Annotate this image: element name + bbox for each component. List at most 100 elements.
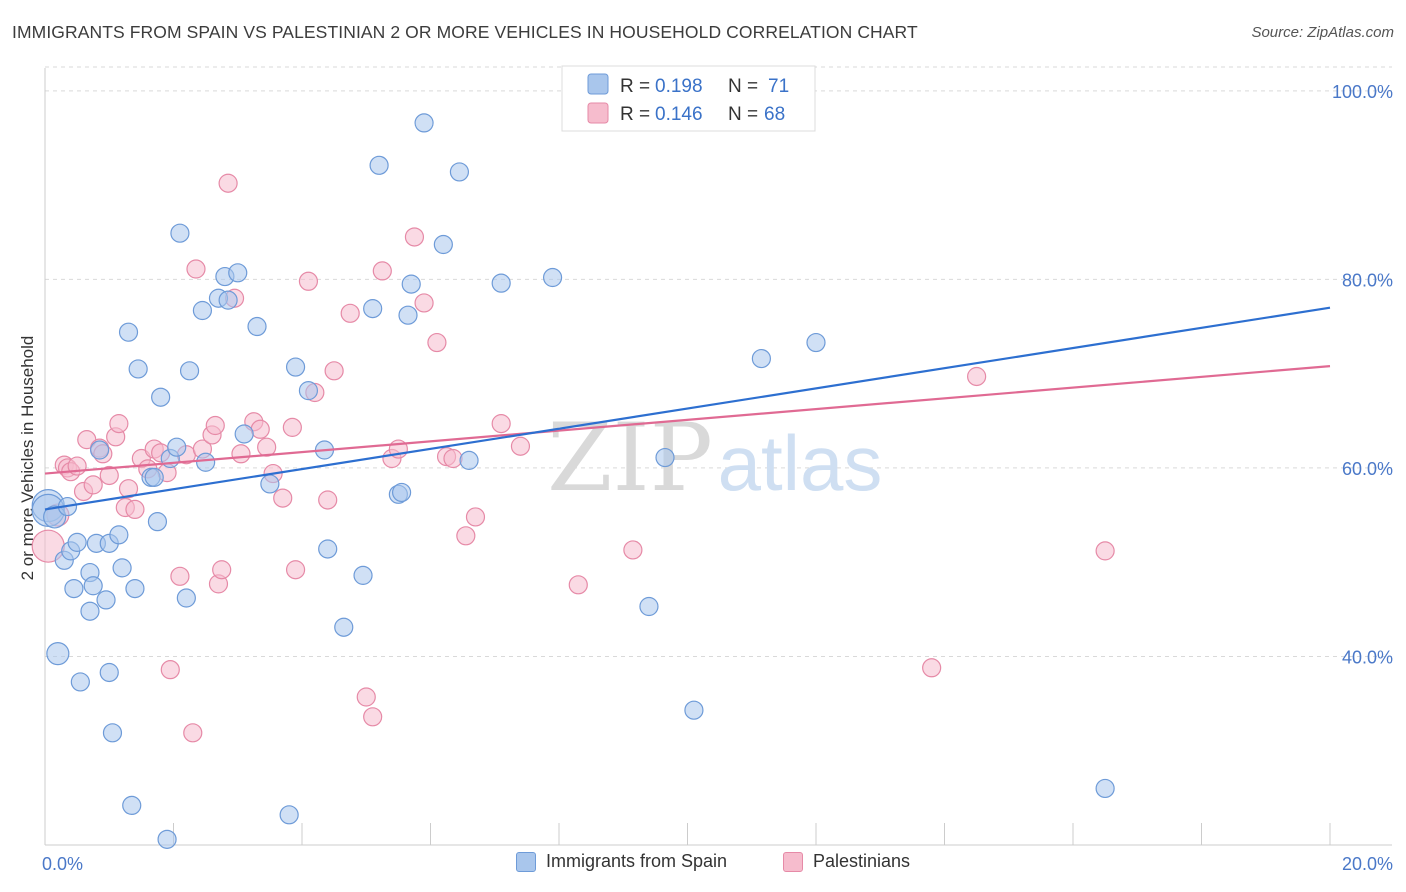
- spain-point-8: [67, 532, 87, 552]
- y-tick-label-3: 100.0%: [1332, 82, 1393, 102]
- spain-point-70: [1095, 778, 1115, 799]
- watermark-atlas: atlas: [718, 419, 883, 507]
- palestinians-point-42: [298, 271, 319, 291]
- spain-point-51: [363, 299, 383, 319]
- spain-point-19: [109, 525, 129, 545]
- spain-point-11: [80, 601, 100, 621]
- spain-point-34: [179, 361, 200, 381]
- palestinians-point-52: [404, 227, 425, 247]
- palestinians-point-36: [250, 419, 270, 439]
- spain-point-9: [70, 672, 90, 692]
- palestinians-point-48: [363, 707, 383, 727]
- palestinians-point-25: [183, 723, 203, 743]
- bottom-legend-swatch-palestinians: [783, 851, 803, 872]
- spain-point-55: [398, 305, 418, 325]
- spain-point-16: [99, 662, 119, 683]
- x-tick-label-1: 20.0%: [1342, 854, 1393, 874]
- palestinians-point-13: [109, 414, 129, 434]
- palestinians-point-40: [282, 417, 302, 437]
- spain-point-33: [176, 588, 196, 608]
- legend-swatch-palestinians: [587, 102, 609, 124]
- palestinians-point-60: [510, 436, 531, 456]
- spain-point-42: [247, 316, 267, 337]
- spain-point-45: [285, 357, 306, 377]
- spain-point-52: [369, 155, 389, 175]
- spain-point-40: [228, 263, 248, 283]
- palestinians-point-8: [83, 475, 103, 495]
- spain-point-22: [122, 795, 142, 816]
- spain-point-46: [298, 381, 319, 401]
- spain-point-50: [353, 565, 373, 585]
- palestinians-point-45: [324, 361, 344, 381]
- spain-point-31: [167, 437, 187, 457]
- watermark: ZIP atlas: [547, 404, 882, 513]
- palestinians-point-61: [568, 575, 588, 595]
- spain-point-27: [147, 512, 168, 532]
- spain-point-32: [170, 223, 190, 243]
- spain-point-62: [542, 267, 563, 288]
- bottom-legend-label-palestinians: Palestinians: [813, 851, 911, 871]
- spain-point-18: [102, 723, 123, 743]
- spain-point-7: [64, 578, 84, 599]
- palestinians-point-62: [623, 540, 643, 560]
- palestinians-point-54: [427, 332, 447, 353]
- spain-point-69: [806, 332, 826, 353]
- legend-r-value-1: 0.198: [655, 76, 703, 97]
- spain-point-35: [192, 300, 213, 321]
- spain-point-57: [414, 113, 434, 133]
- palestinians-point-65: [922, 658, 942, 678]
- palestinians-point-53: [414, 293, 434, 313]
- spain-point-43: [260, 474, 280, 494]
- grid-lines: [45, 66, 1392, 657]
- spain-point-49: [334, 617, 354, 637]
- legend-r-value-2: 0.146: [655, 104, 703, 125]
- spain-point-56: [401, 274, 421, 294]
- spain-point-66: [655, 447, 675, 468]
- palestinians-point-67: [1095, 541, 1115, 561]
- spain-point-23: [125, 578, 145, 599]
- spain-point-68: [751, 348, 771, 369]
- chart-title: IMMIGRANTS FROM SPAIN VS PALESTINIAN 2 O…: [12, 22, 918, 42]
- spain-point-29: [157, 829, 177, 849]
- x-tick-label-0: 0.0%: [42, 854, 83, 874]
- source-credit: Source: ZipAtlas.com: [1251, 24, 1394, 41]
- bottom-legend-spain: Immigrants from Spain: [516, 851, 727, 872]
- spain-point-3: [46, 642, 70, 666]
- legend-n-label-2: N =: [728, 104, 758, 125]
- palestinians-point-49: [372, 261, 392, 281]
- legend-n-value-1: 71: [768, 76, 789, 97]
- palestinians-point-11: [99, 465, 119, 486]
- series-spain-points: [31, 67, 1115, 849]
- tick-labels: 40.0% 60.0% 80.0% 100.0% 0.0% 20.0%: [42, 82, 1393, 874]
- palestinians-point-39: [273, 488, 293, 508]
- legend-r-label-2: R =: [620, 104, 650, 125]
- palestinians-point-23: [170, 566, 190, 586]
- palestinians-point-22: [160, 660, 180, 680]
- y-tick-label-0: 40.0%: [1342, 647, 1393, 667]
- palestinians-point-46: [340, 303, 360, 323]
- legend-n-label-1: N =: [728, 76, 758, 97]
- spain-point-20: [112, 558, 132, 578]
- legend-swatch-spain: [587, 73, 609, 95]
- y-tick-label-1: 60.0%: [1342, 459, 1393, 479]
- spain-point-58: [433, 234, 453, 255]
- axes: [44, 68, 1392, 846]
- y-tick-label-2: 80.0%: [1342, 270, 1393, 290]
- spain-point-24: [128, 359, 148, 379]
- palestinians-point-56: [443, 448, 463, 469]
- legend-n-value-2: 68: [764, 104, 785, 125]
- spain-point-48: [318, 539, 338, 559]
- palestinians-point-16: [125, 499, 145, 520]
- spain-point-41: [234, 424, 254, 444]
- palestinians-point-26: [186, 259, 206, 279]
- spain-point-67: [684, 700, 704, 720]
- palestinians-point-32: [218, 173, 238, 193]
- palestinians-point-57: [456, 526, 476, 546]
- spain-point-61: [491, 273, 511, 293]
- legend-r-label-1: R =: [620, 76, 650, 97]
- trend-lines: [44, 306, 1331, 511]
- spain-point-21: [118, 322, 139, 342]
- spain-point-26: [144, 467, 164, 487]
- watermark-zip: ZIP: [547, 404, 713, 513]
